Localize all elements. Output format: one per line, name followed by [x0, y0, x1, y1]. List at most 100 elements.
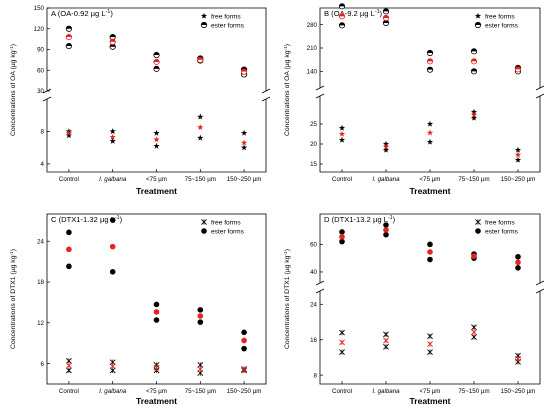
data-point — [197, 307, 204, 313]
panel-title: C (DTX1-1.32 µg L-1) — [51, 215, 123, 224]
data-point — [65, 357, 72, 364]
x-tick-label: <75 µm — [420, 388, 441, 395]
data-point — [109, 269, 116, 275]
x-tick-label: 150~250 µm — [227, 388, 262, 395]
data-point — [339, 229, 345, 235]
data-point — [339, 349, 345, 356]
x-tick-label: 75~150 µm — [458, 388, 489, 395]
x-tick-label: 75~150 µm — [185, 176, 216, 183]
mean-point — [338, 130, 346, 137]
legend-entry: ester forms — [211, 23, 245, 30]
x-axis-label: Treatment — [409, 186, 450, 196]
mean-point — [383, 337, 389, 344]
mean-point — [514, 151, 522, 158]
legend-marker — [474, 12, 482, 19]
y-tick-label: 120 — [34, 26, 45, 33]
data-point — [471, 334, 477, 340]
axis-break-mark — [535, 280, 545, 286]
panel-title: A (OA-0.92 µg L-1) — [51, 9, 113, 18]
x-tick-label: Control — [59, 388, 79, 395]
plot-frame — [46, 213, 267, 385]
data-point — [383, 331, 389, 338]
chart-panel-a: 30 60 90 120 150 4 8 Control I. galbana <75 µm 75~… — [9, 5, 271, 196]
panel-title: D (DTX1-13.2 µg L-1) — [324, 215, 396, 224]
data-point — [338, 3, 346, 10]
mean-point — [515, 355, 521, 362]
legend: free forms ester forms — [201, 219, 245, 236]
axis-break-mark — [315, 288, 325, 294]
axis-break-mark — [261, 88, 271, 94]
y-tick-label: 8 — [41, 129, 45, 136]
data-point — [153, 142, 160, 149]
data-point — [514, 156, 522, 163]
data-point — [470, 114, 478, 121]
data-point — [338, 136, 346, 143]
data-point — [339, 329, 345, 336]
data-point — [153, 129, 160, 136]
mean-point — [426, 58, 434, 65]
x-tick-label: <75 µm — [146, 176, 167, 183]
data-point — [426, 138, 434, 145]
mean-point — [471, 253, 477, 259]
mean-point — [197, 56, 204, 63]
data-point — [383, 231, 389, 238]
mean-point — [153, 364, 160, 371]
y-axis-label: Concentrations of OA (µg kg-1) — [283, 44, 292, 136]
y-tick-label: 16 — [310, 337, 317, 344]
data-point — [339, 238, 345, 245]
mean-point — [109, 38, 116, 45]
chart-panel-b: 140 210 280 15 20 25 Control I. galbana <75 µm 75… — [283, 3, 545, 196]
legend-entry: free forms — [485, 220, 515, 227]
x-tick-label: I. galbana — [99, 176, 127, 183]
legend-entry: free forms — [211, 14, 241, 21]
data-point — [65, 367, 72, 374]
data-point — [197, 113, 204, 120]
axis-break-mark — [535, 288, 545, 294]
y-tick-label: 25 — [310, 121, 317, 128]
mean-point — [382, 14, 390, 22]
mean-point — [240, 139, 248, 146]
mean-point — [241, 366, 248, 373]
data-point — [66, 263, 72, 270]
y-tick-label: 40 — [310, 269, 317, 276]
mean-point — [109, 363, 116, 370]
axis-break-mark — [535, 93, 545, 99]
legend: free forms ester forms — [474, 12, 519, 30]
y-tick-label: 150 — [34, 5, 45, 12]
y-tick-label: 24 — [37, 238, 44, 245]
x-tick-label: Control — [332, 388, 352, 395]
x-tick-label: 75~150 µm — [458, 176, 489, 183]
y-tick-label: 8 — [314, 372, 318, 379]
data-point — [65, 132, 73, 139]
mean-point — [339, 233, 345, 240]
panel-title: B (OA-9.2 µg L-1) — [324, 9, 383, 18]
x-tick-label: I. galbana — [372, 388, 400, 395]
chart-panel-c: 6 12 18 24 Control I. galbana <75 µm 75~150 µm 1… — [9, 213, 267, 406]
data-point — [427, 333, 433, 340]
data-point — [515, 253, 521, 260]
x-tick-label: 75~150 µm — [185, 388, 216, 395]
chart-panel-d: 40 60 8 16 24 Control I. galbana <75 µm 75~150 µ… — [283, 213, 545, 406]
mean-point — [109, 133, 116, 140]
data-point — [426, 49, 434, 57]
mean-point — [109, 243, 116, 250]
legend-marker — [475, 219, 481, 225]
data-point — [197, 319, 204, 325]
y-tick-label: 280 — [307, 22, 318, 29]
legend-entry: free forms — [485, 14, 515, 21]
data-point — [65, 42, 73, 50]
y-tick-label: 15 — [310, 161, 317, 168]
data-point — [427, 256, 433, 263]
data-point — [515, 265, 521, 271]
legend-marker — [200, 12, 208, 19]
legend-marker — [200, 21, 208, 29]
mean-point — [338, 13, 346, 20]
axis-break-mark — [42, 96, 52, 102]
x-tick-label: I. galbana — [372, 176, 400, 183]
mean-point — [153, 136, 160, 143]
y-tick-label: 90 — [37, 47, 44, 54]
data-point — [241, 345, 247, 352]
y-tick-label: 6 — [41, 361, 45, 368]
mean-point — [427, 249, 433, 255]
data-point — [109, 128, 116, 135]
